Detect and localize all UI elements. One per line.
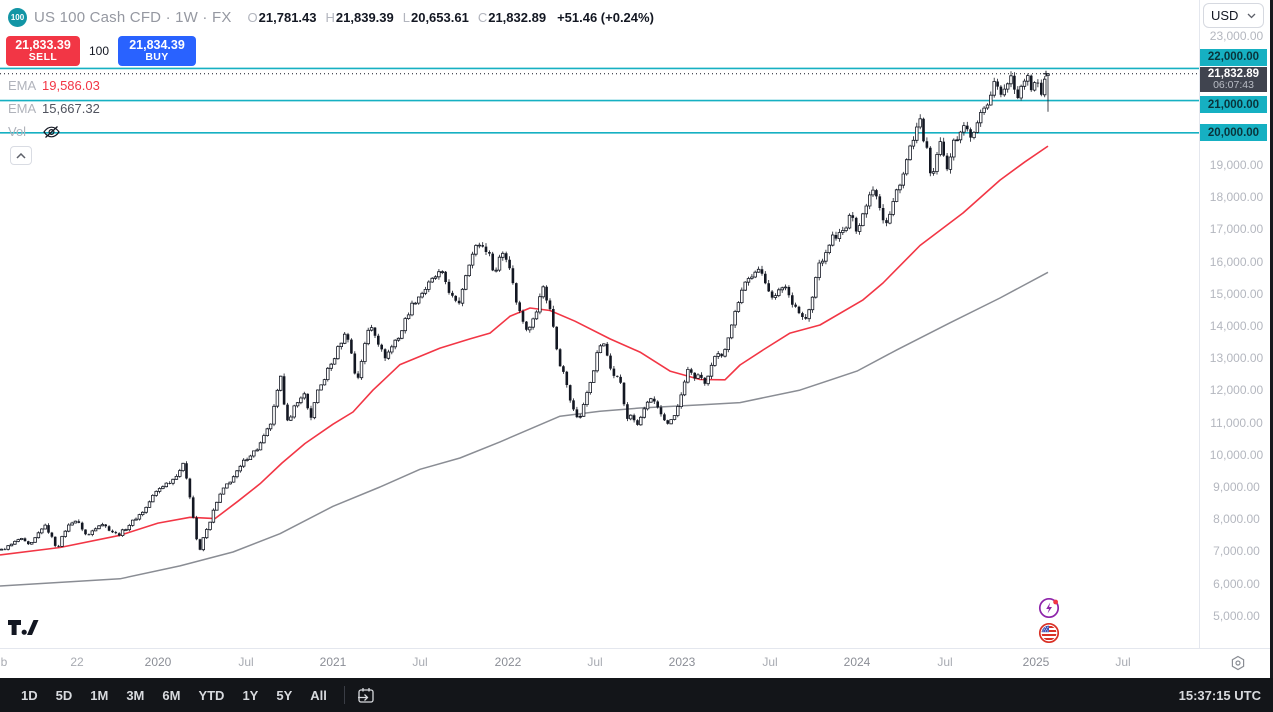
price-tick: 18,000.00	[1209, 190, 1264, 205]
price-level-label: 20,000.00	[1200, 124, 1267, 142]
ohlc-values: O21,781.43 H21,839.39 L20,653.61 C21,832…	[248, 10, 654, 25]
chevron-up-icon	[16, 152, 26, 159]
time-tick: 2021	[319, 655, 347, 669]
time-tick: Jul	[412, 655, 428, 669]
low-label: L	[402, 9, 410, 25]
trade-widget: 21,833.39 SELL 100 21,834.39 BUY	[6, 36, 196, 66]
time-tick: b	[0, 655, 8, 669]
range-button-3m[interactable]: 3M	[126, 687, 145, 703]
open-label: O	[247, 9, 258, 25]
current-price-value: 21,832.89	[1207, 67, 1260, 80]
ema-fast-label: EMA	[8, 78, 37, 93]
price-tick: 11,000.00	[1210, 415, 1263, 430]
time-tick: 2025	[1022, 655, 1050, 669]
price-tick: 23,000.00	[1209, 29, 1264, 44]
price-tick: 9,000.00	[1213, 480, 1260, 494]
sell-label: SELL	[28, 51, 58, 64]
calendar-arrow-icon	[357, 687, 374, 703]
time-tick: 2024	[843, 655, 871, 669]
window-right-edge	[1270, 0, 1273, 678]
currency-value: USD	[1211, 8, 1239, 23]
price-tick: 12,000.00	[1209, 383, 1264, 398]
time-tick: Jul	[1115, 655, 1131, 669]
time-tick: 2022	[494, 655, 522, 669]
volume-row[interactable]: Vol	[8, 120, 100, 143]
range-button-1y[interactable]: 1Y	[242, 687, 259, 703]
gear-icon	[1231, 655, 1245, 671]
range-button-5d[interactable]: 5D	[55, 687, 73, 703]
current-price-label: 21,832.89 06:07:43	[1200, 66, 1267, 92]
high-value: 21,839.39	[335, 9, 394, 25]
eye-off-icon[interactable]	[42, 125, 61, 139]
toolbar-divider	[343, 686, 345, 704]
price-tick: 7,000.00	[1213, 544, 1260, 559]
currency-selector[interactable]: USD	[1203, 3, 1264, 28]
range-button-5y[interactable]: 5Y	[276, 687, 293, 703]
price-tick: 5,000.00	[1213, 608, 1260, 623]
indicator-legend: EMA 19,586.03 EMA 15,667.32 Vol	[8, 74, 100, 165]
range-button-all[interactable]: All	[310, 687, 327, 703]
ema-slow-row[interactable]: EMA 15,667.32	[8, 97, 100, 120]
us-flag-circle-icon	[1038, 622, 1060, 644]
bar-countdown: 06:07:43	[1213, 78, 1254, 91]
price-tick: 10,000.00	[1209, 447, 1264, 462]
sell-price: 21,833.39	[15, 37, 71, 52]
chevron-down-icon	[1247, 13, 1256, 18]
price-tick: 6,000.00	[1213, 576, 1260, 591]
price-tick: 8,000.00	[1213, 512, 1260, 527]
utc-clock[interactable]: 15:37:15 UTC	[1178, 687, 1261, 703]
range-button-6m[interactable]: 6M	[162, 687, 181, 703]
time-tick: Jul	[762, 655, 778, 669]
buy-label: BUY	[145, 51, 169, 64]
price-level-label: 21,000.00	[1200, 96, 1267, 114]
price-tick: 19,000.00	[1209, 158, 1264, 172]
events-marker-button[interactable]	[1037, 596, 1061, 625]
bottom-toolbar: 1D 5D 1M 3M 6M YTD 1Y 5Y All 15:37:15 UTC	[0, 678, 1273, 712]
time-tick: Jul	[937, 655, 953, 669]
time-axis[interactable]: b 22 2020 Jul 2021 Jul 2022 Jul 2023 Jul 2024 Jul 20…	[0, 648, 1273, 678]
time-tick: 2023	[668, 655, 696, 669]
range-button-1m[interactable]: 1M	[90, 687, 109, 703]
price-tick: 13,000.00	[1209, 351, 1264, 366]
price-level-label: 22,000.00	[1200, 48, 1267, 66]
price-axis[interactable]: 23,000.00 19,000.00 18,000.00 17,000.00 16,0…	[1199, 0, 1273, 648]
goto-date-button[interactable]	[353, 684, 379, 706]
tradingview-logo[interactable]	[7, 617, 39, 644]
volume-label: Vol	[8, 124, 27, 139]
range-selector: 1D 5D 1M 3M 6M YTD 1Y 5Y All	[0, 683, 336, 708]
ema-fast-row[interactable]: EMA 19,586.03	[8, 74, 100, 97]
price-tick: 17,000.00	[1209, 222, 1264, 237]
symbol-title[interactable]: US 100 Cash CFD · 1W · FX	[34, 8, 232, 26]
price-tick: 15,000.00	[1209, 286, 1264, 301]
ema-slow-value: 15,667.32	[42, 101, 100, 116]
quantity-field[interactable]: 100	[88, 44, 110, 58]
change-value: +51.46 (+0.24%)	[557, 9, 654, 25]
open-value: 21,781.43	[258, 9, 317, 25]
time-tick: 22	[70, 655, 84, 669]
time-tick: Jul	[238, 655, 254, 669]
price-tick: 14,000.00	[1209, 319, 1264, 333]
high-label: H	[325, 9, 335, 25]
time-tick: 2020	[144, 655, 172, 669]
sell-button[interactable]: 21,833.39 SELL	[6, 36, 80, 66]
range-button-1d[interactable]: 1D	[21, 687, 38, 703]
symbol-logo: 100	[8, 7, 27, 27]
time-tick: Jul	[587, 655, 603, 669]
lightning-circle-icon	[1038, 597, 1060, 619]
buy-price: 21,834.39	[129, 37, 185, 52]
range-button-ytd[interactable]: YTD	[198, 687, 225, 703]
axis-settings-button[interactable]	[1228, 653, 1248, 673]
close-value: 21,832.89	[488, 9, 547, 25]
ema-fast-value: 19,586.03	[42, 78, 100, 93]
legend-collapse-button[interactable]	[10, 146, 32, 165]
low-value: 20,653.61	[410, 9, 469, 25]
buy-button[interactable]: 21,834.39 BUY	[118, 36, 196, 66]
symbol-header: 100 US 100 Cash CFD · 1W · FX O21,781.43…	[8, 6, 654, 28]
us-economic-events-button[interactable]	[1037, 621, 1061, 650]
price-tick: 16,000.00	[1209, 254, 1264, 269]
close-label: C	[477, 9, 488, 25]
ema-slow-label: EMA	[8, 101, 37, 116]
